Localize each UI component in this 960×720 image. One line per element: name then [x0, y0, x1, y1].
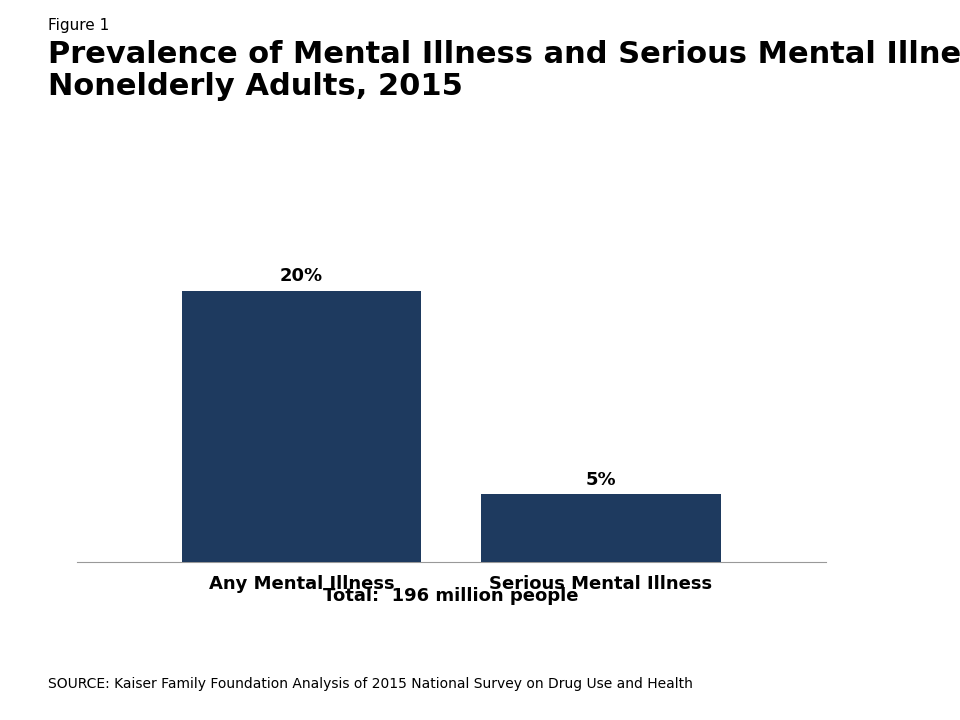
Text: THE HENRY J.: THE HENRY J.	[844, 614, 889, 620]
Text: 20%: 20%	[280, 267, 323, 285]
Text: 5%: 5%	[586, 470, 616, 488]
Text: SOURCE: Kaiser Family Foundation Analysis of 2015 National Survey on Drug Use an: SOURCE: Kaiser Family Foundation Analysi…	[48, 678, 693, 691]
Text: Total:  196 million people: Total: 196 million people	[324, 587, 579, 605]
Text: FOUNDATION: FOUNDATION	[846, 680, 887, 685]
Bar	[181, 291, 421, 562]
Bar	[481, 494, 721, 562]
Text: Prevalence of Mental Illness and Serious Mental Illness Among
Nonelderly Adults,: Prevalence of Mental Illness and Serious…	[48, 40, 960, 101]
Text: Figure 1: Figure 1	[48, 18, 109, 33]
Text: FAMILY: FAMILY	[824, 653, 909, 671]
Text: KAISER: KAISER	[824, 631, 909, 649]
